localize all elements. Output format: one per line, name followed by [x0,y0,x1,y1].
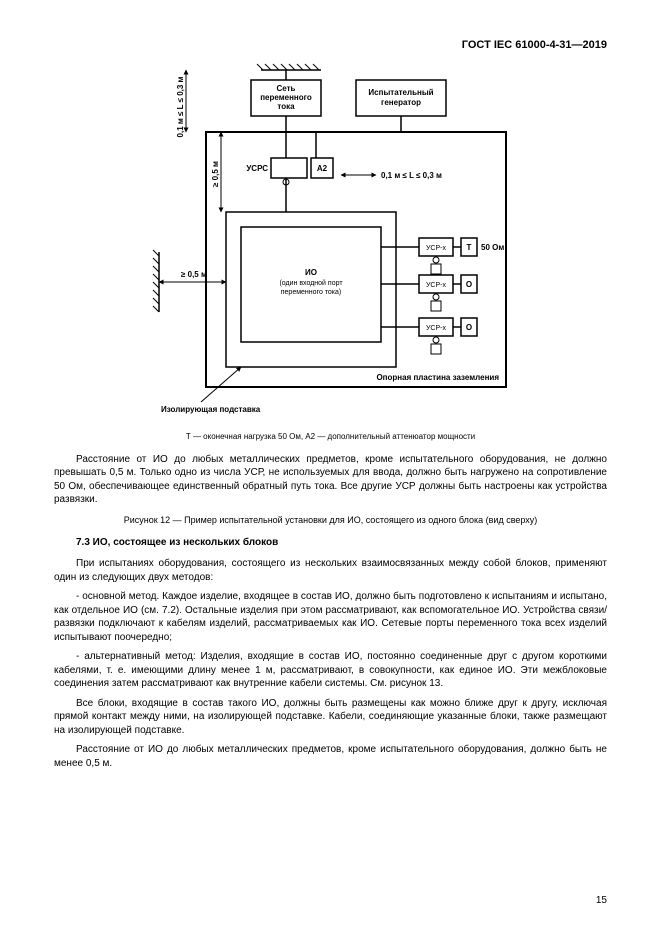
iso-stand-label: Изолирующая подставка [161,405,261,414]
para-3: Все блоки, входящие в состав такого ИО, … [54,697,607,738]
power-net-label-3: тока [277,102,295,111]
io-label-3: переменного тока) [280,289,341,296]
page-number: 15 [596,894,607,907]
para-2: При испытаниях оборудования, состоящего … [54,557,607,584]
o-label-2: О [465,280,471,289]
ysrs-box [271,158,307,178]
section-7-3-heading: 7.3 ИО, состоящее из нескольких блоков [76,536,607,549]
diagram-note: Т — оконечная нагрузка 50 Ом, А2 — допол… [54,432,607,442]
t-label: Т [466,243,471,252]
power-net-label-2: переменного [260,93,312,102]
o-label-3: О [465,323,471,332]
dim-bottom-left: ≥ 0,5 м [181,270,207,279]
ysr-x-2: УСР-х [425,282,446,289]
bullet-1: - основной метод. Каждое изделие, входящ… [54,590,607,644]
fifty-ohm-label: 50 Ом [481,243,504,252]
dim-top-right: 0,1 м ≤ L ≤ 0,3 м [381,171,442,180]
ysr-x-3: УСР-х [425,325,446,332]
figure-12-diagram: Сеть переменного тока Испытательный гене… [54,62,607,426]
test-gen-label-1: Испытательный [368,88,433,97]
io-label-1: ИО [305,268,317,277]
io-label-2: (один входной порт [279,279,343,287]
hatch-top [257,64,321,70]
test-gen-label-2: генератор [381,98,421,107]
power-net-label-1: Сеть [276,84,295,93]
hatch-left [153,250,159,312]
standard-id: ГОСТ IEC 61000-4-31—2019 [54,38,607,52]
bullet-2: - альтернативный метод: Изделия, входящи… [54,650,607,691]
ysrs-label: УСРС [246,164,268,173]
dim-v-left: 0,1 м ≤ L ≤ 0,3 м [176,77,185,138]
ysr-x-1: УСР-х [425,245,446,252]
ground-plane-label: Опорная пластина заземления [376,373,499,382]
para-1: Расстояние от ИО до любых металлических … [54,453,607,507]
figure-12-caption: Рисунок 12 — Пример испытательной устано… [54,515,607,527]
a2-label: А2 [316,164,327,173]
para-4: Расстояние от ИО до любых металлических … [54,743,607,770]
dim-v-gap: ≥ 0,5 м [211,161,220,187]
